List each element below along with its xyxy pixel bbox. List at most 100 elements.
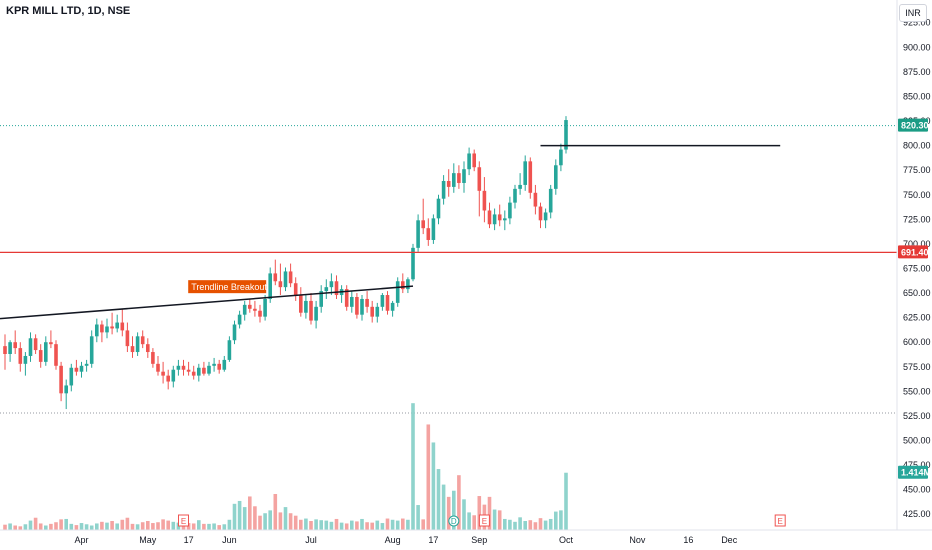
candle-body xyxy=(186,369,191,372)
last-volume-tag-bg xyxy=(898,465,928,479)
candle-body xyxy=(217,363,221,370)
candle-body xyxy=(288,271,293,284)
time-tick-label: 16 xyxy=(683,535,693,545)
candle-body xyxy=(115,322,119,329)
dividend-event-icon xyxy=(448,515,460,527)
volume-bar xyxy=(258,515,262,530)
volume-bar xyxy=(161,519,165,530)
time-axis: Apr May 17 Jun Jul Aug 17 Sep Oct Nov 16 Dec xyxy=(0,529,932,545)
volume-bar xyxy=(452,490,456,530)
candle-body xyxy=(166,375,170,382)
candle-body xyxy=(18,348,23,364)
volume-bar xyxy=(416,505,420,530)
volume-bar xyxy=(44,525,48,530)
candle-body xyxy=(33,338,38,351)
candle-body xyxy=(135,336,140,353)
price-tick-label: 800.00 xyxy=(903,141,931,151)
volume-bar xyxy=(171,521,176,530)
candle-body xyxy=(44,342,48,362)
candle-body xyxy=(467,153,471,170)
volume-bar xyxy=(166,520,170,530)
candle-body xyxy=(548,188,553,213)
time-tick-label: May xyxy=(139,535,157,545)
candle-body xyxy=(207,365,211,374)
volume-bar xyxy=(467,512,471,530)
volume-bar xyxy=(365,522,369,530)
volume-bar xyxy=(503,518,507,530)
volume-bar xyxy=(59,519,63,530)
candle-body xyxy=(503,218,507,221)
candle-body xyxy=(49,342,53,345)
time-tick-label: Jul xyxy=(305,535,317,545)
price-tick-label: 600.00 xyxy=(903,337,931,347)
candle-body xyxy=(283,271,288,288)
volume-bar xyxy=(548,518,553,530)
price-tick-label: 900.00 xyxy=(903,42,931,52)
volume-bar xyxy=(273,494,278,530)
volume-bar xyxy=(74,525,79,530)
price-tick-label: 850.00 xyxy=(903,91,931,101)
candle-body xyxy=(431,218,436,240)
candle-body xyxy=(258,310,262,317)
candle-body xyxy=(237,314,242,325)
volume-bar xyxy=(309,521,313,530)
time-tick-label: Sep xyxy=(471,535,487,545)
volume-bar xyxy=(237,500,242,530)
price-tick-label: 425.00 xyxy=(903,509,931,519)
volume-bar xyxy=(508,519,512,530)
symbol-title: KPR MILL LTD, 1D, NSE xyxy=(6,5,131,17)
time-tick-label: Apr xyxy=(74,535,88,545)
volume-bar xyxy=(334,518,339,530)
candle-body xyxy=(268,273,272,299)
candle-body xyxy=(89,336,94,364)
candle-body xyxy=(191,371,196,376)
candle-body xyxy=(212,363,216,366)
volume-bar xyxy=(33,517,38,530)
volume-bar xyxy=(105,522,109,530)
volume-bar xyxy=(263,513,267,530)
volume-bar xyxy=(380,523,385,530)
volume-bar xyxy=(222,524,227,530)
support-price-tag-bg xyxy=(898,245,928,259)
candle-body xyxy=(365,298,369,307)
candle-body xyxy=(227,340,232,360)
volume-bar xyxy=(69,523,74,530)
candles-pane xyxy=(3,116,568,410)
volume-bar xyxy=(492,509,497,530)
volume-bar xyxy=(406,519,410,530)
volume-bar xyxy=(319,520,323,530)
price-tick-label: 650.00 xyxy=(903,288,931,298)
event-letter: E xyxy=(482,517,487,526)
volume-bar xyxy=(446,496,451,530)
candle-body xyxy=(441,181,446,199)
last-price-tag-bg xyxy=(898,118,928,132)
volume-bar xyxy=(3,524,7,530)
volume-bar xyxy=(426,424,431,530)
volume-bar xyxy=(528,520,533,530)
candle-body xyxy=(497,214,502,221)
annotation-box xyxy=(188,280,267,294)
candle-body xyxy=(385,295,390,311)
currency-button[interactable]: INR xyxy=(899,4,927,22)
candle-body xyxy=(151,352,155,364)
candle-body xyxy=(370,306,374,317)
volume-bar xyxy=(324,520,329,530)
candle-body xyxy=(452,173,456,187)
candle-body xyxy=(273,273,278,282)
volume-bar xyxy=(115,523,119,530)
candle-body xyxy=(523,161,527,185)
candle-body xyxy=(538,206,543,221)
volume-bar xyxy=(186,523,191,530)
candle-body xyxy=(421,220,425,229)
time-tick-label: Nov xyxy=(629,535,646,545)
volume-bar xyxy=(462,499,466,530)
volume-bar xyxy=(79,523,84,530)
candle-body xyxy=(436,198,441,219)
candle-body xyxy=(390,302,395,311)
candle-body xyxy=(375,306,380,317)
candle-body xyxy=(181,365,186,370)
volume-bar xyxy=(411,403,415,530)
candle-body xyxy=(406,279,410,290)
